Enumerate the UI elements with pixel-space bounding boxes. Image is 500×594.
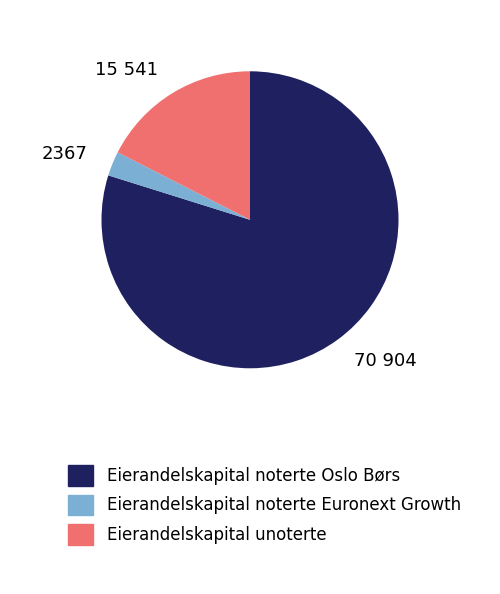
Text: 2367: 2367 <box>42 144 88 163</box>
Legend: Eierandelskapital noterte Oslo Børs, Eierandelskapital noterte Euronext Growth, : Eierandelskapital noterte Oslo Børs, Eie… <box>68 465 461 545</box>
Text: 15 541: 15 541 <box>96 61 158 80</box>
Wedge shape <box>118 71 250 220</box>
Wedge shape <box>102 71 399 368</box>
Text: 70 904: 70 904 <box>354 352 416 370</box>
Wedge shape <box>108 152 250 220</box>
